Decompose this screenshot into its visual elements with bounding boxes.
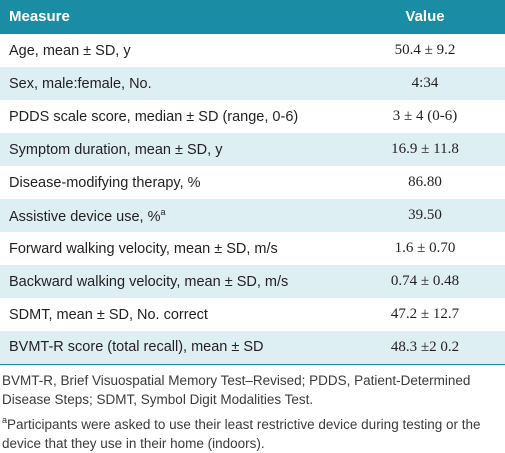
table-notes: BVMT-R, Brief Visuospatial Memory Test–R… bbox=[0, 365, 505, 453]
table-row: Forward walking velocity, mean ± SD, m/s… bbox=[0, 232, 505, 265]
header-measure: Measure bbox=[9, 7, 70, 25]
measure-cell: Assistive device use, %a bbox=[0, 199, 345, 232]
measure-cell: Sex, male:female, No. bbox=[0, 67, 345, 100]
value-cell: 86.80 bbox=[408, 174, 442, 190]
measure-label: Symptom duration, mean ± SD, y bbox=[9, 141, 223, 158]
measure-cell: Symptom duration, mean ± SD, y bbox=[0, 133, 345, 166]
value-cell: 48.3 ±2 0.2 bbox=[390, 338, 460, 355]
measure-label: Assistive device use, % bbox=[9, 208, 161, 225]
header-value: Value bbox=[405, 7, 445, 25]
measure-label: Sex, male:female, No. bbox=[9, 75, 152, 92]
table-row: PDDS scale score, median ± SD (range, 0-… bbox=[0, 100, 505, 133]
measure-cell: PDDS scale score, median ± SD (range, 0-… bbox=[0, 100, 345, 133]
value-cell: 50.4 ± 9.2 bbox=[394, 42, 456, 58]
table-row: Assistive device use, %a 39.50 bbox=[0, 199, 505, 232]
measure-label: Disease-modifying therapy, % bbox=[9, 174, 201, 191]
value-cell: 1.6 ± 0.70 bbox=[394, 240, 456, 256]
measure-label: BVMT-R score (total recall), mean ± SD bbox=[9, 339, 264, 356]
table-row: BVMT-R score (total recall), mean ± SD 48… bbox=[0, 331, 505, 364]
footnote-marker: a bbox=[2, 414, 8, 425]
table-row: Sex, male:female, No. 4:34 bbox=[0, 67, 505, 100]
table-row: Disease-modifying therapy, % 86.80 bbox=[0, 166, 505, 199]
measure-label: SDMT, mean ± SD, No. correct bbox=[9, 306, 208, 323]
value-cell: 3 ± 4 (0-6) bbox=[392, 108, 458, 124]
measure-label: PDDS scale score, median ± SD (range, 0-… bbox=[9, 108, 299, 125]
measure-cell: Backward walking velocity, mean ± SD, m/… bbox=[0, 265, 345, 298]
table-row: Symptom duration, mean ± SD, y 16.9 ± 11.… bbox=[0, 133, 505, 166]
table-row: Age, mean ± SD, y 50.4 ± 9.2 bbox=[0, 34, 505, 67]
value-cell: 16.9 ± 11.8 bbox=[391, 141, 459, 157]
measure-cell: BVMT-R score (total recall), mean ± SD bbox=[0, 331, 345, 364]
value-cell: 39.50 bbox=[408, 207, 442, 223]
measure-cell: Forward walking velocity, mean ± SD, m/s bbox=[0, 232, 345, 265]
measure-label: Forward walking velocity, mean ± SD, m/s bbox=[9, 240, 278, 257]
measure-cell: SDMT, mean ± SD, No. correct bbox=[0, 298, 345, 331]
footnote-marker: a bbox=[160, 206, 166, 217]
value-cell: 0.74 ± 0.48 bbox=[390, 273, 460, 289]
table-header-row: Measure Value bbox=[0, 0, 505, 34]
footnote: aParticipants were asked to use their le… bbox=[2, 411, 499, 453]
measure-cell: Age, mean ± SD, y bbox=[0, 34, 345, 67]
value-cell: 4:34 bbox=[411, 75, 439, 91]
table-body: Age, mean ± SD, y 50.4 ± 9.2 Sex, male:fem… bbox=[0, 34, 505, 364]
footnote-text: Participants were asked to use their lea… bbox=[2, 416, 481, 451]
table-row: Backward walking velocity, mean ± SD, m/… bbox=[0, 265, 505, 298]
measure-label: Backward walking velocity, mean ± SD, m/… bbox=[9, 273, 289, 290]
measure-label: Age, mean ± SD, y bbox=[9, 42, 131, 59]
value-cell: 47.2 ± 12.7 bbox=[390, 306, 460, 322]
characteristics-table: Measure Value Age, mean ± SD, y 50.4 ± 9.… bbox=[0, 0, 505, 364]
measure-cell: Disease-modifying therapy, % bbox=[0, 166, 345, 199]
table-row: SDMT, mean ± SD, No. correct 47.2 ± 12.7 bbox=[0, 298, 505, 331]
abbreviations-note: BVMT-R, Brief Visuospatial Memory Test–R… bbox=[2, 372, 471, 407]
